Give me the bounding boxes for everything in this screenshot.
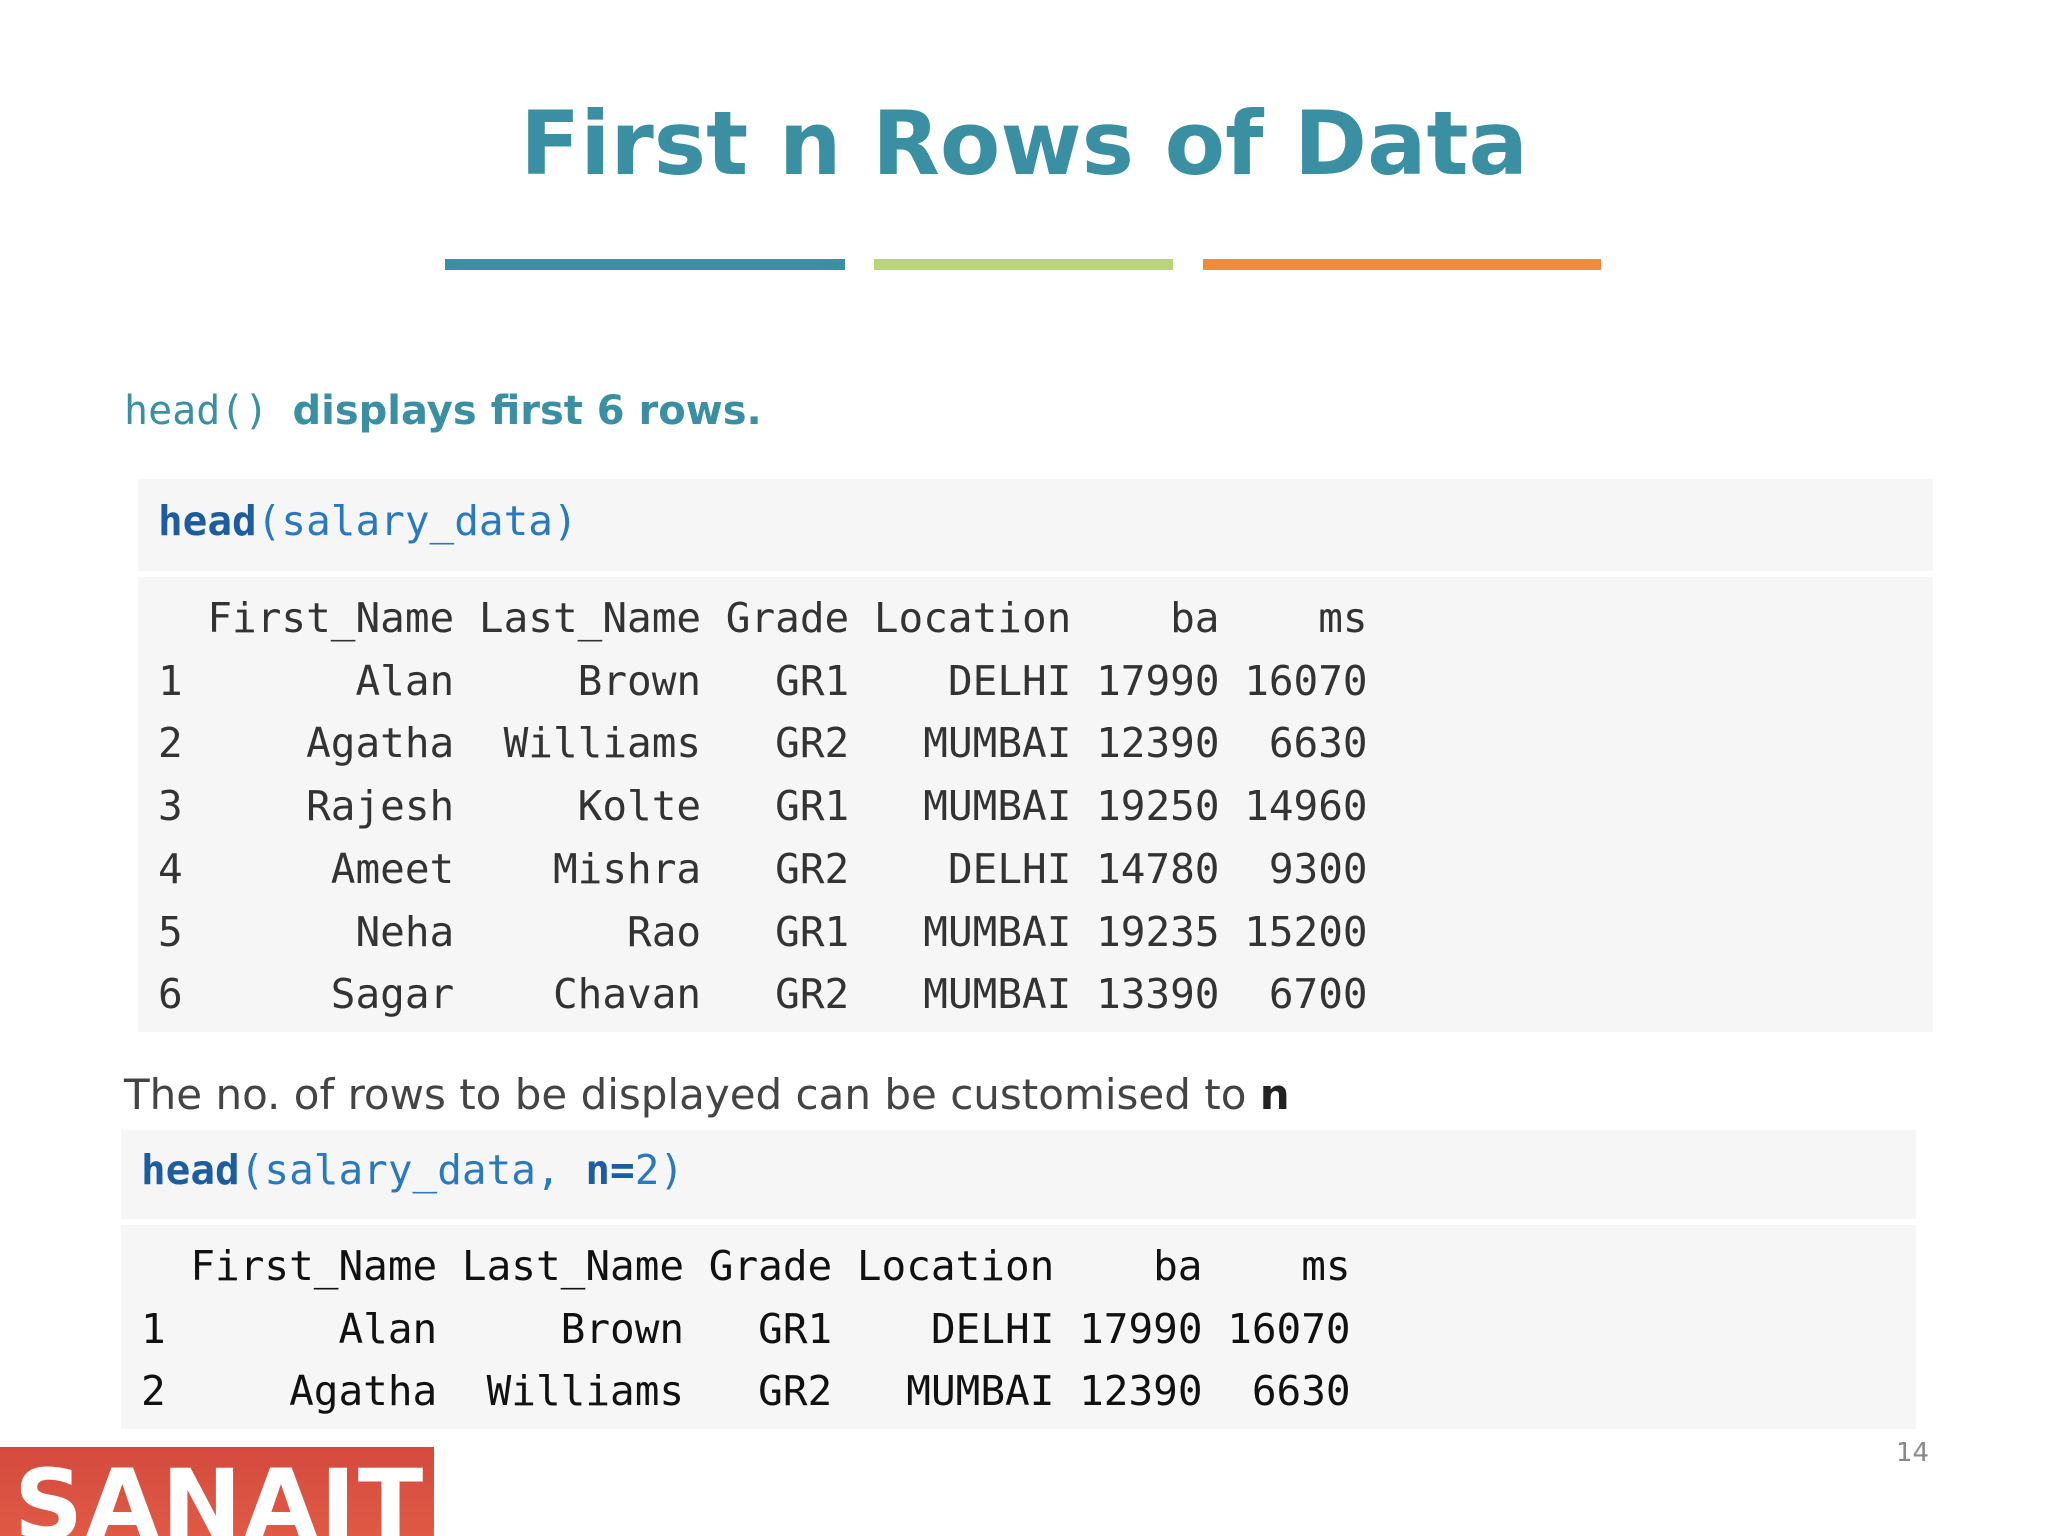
code-args: 2) <box>634 1146 685 1194</box>
intro: head() displays first 6 rows. <box>124 388 762 434</box>
divider <box>874 259 1173 270</box>
column-header: ba <box>1153 1242 1203 1290</box>
cell: DELHI <box>947 656 1072 705</box>
cell: 19250 <box>1096 782 1220 831</box>
cell: Chavan <box>552 970 702 1019</box>
row-index: 4 <box>158 844 183 893</box>
row-index: 1 <box>158 656 183 705</box>
column-header: Location <box>873 594 1072 642</box>
cell: GR2 <box>775 844 850 893</box>
cell: MUMBAI <box>906 1367 1055 1416</box>
cell: GR1 <box>758 1304 833 1353</box>
output: First_Name Last_Name Grade Location ba m… <box>141 1235 1351 1423</box>
cell: 6630 <box>1251 1367 1351 1416</box>
cell: GR1 <box>775 782 850 831</box>
cell: Agatha <box>306 719 455 768</box>
cell: 16070 <box>1227 1304 1351 1353</box>
cell: Alan <box>338 1304 438 1353</box>
cell: DELHI <box>930 1304 1055 1353</box>
cell: Brown <box>577 656 702 705</box>
cell: Agatha <box>289 1367 438 1416</box>
column-header: Grade <box>725 594 850 642</box>
cell: 14780 <box>1096 844 1220 893</box>
cell: 6700 <box>1268 970 1368 1019</box>
row-index: 2 <box>141 1367 166 1416</box>
cell: Williams <box>503 719 702 768</box>
cell: GR2 <box>758 1367 833 1416</box>
code: head(salary_data) <box>158 497 578 545</box>
column-header: First_Name <box>190 1242 438 1290</box>
code-block: head(salary_data) <box>138 479 1933 571</box>
cell: Ameet <box>330 844 455 893</box>
row-index: 1 <box>141 1304 166 1353</box>
cell: GR2 <box>775 719 850 768</box>
cell: Neha <box>355 907 455 956</box>
cell: 19235 <box>1096 907 1220 956</box>
cell: 9300 <box>1268 844 1368 893</box>
row-index: 3 <box>158 782 183 831</box>
note-text: The no. of rows to be displayed can be c… <box>124 1070 1247 1119</box>
divider <box>1203 259 1601 270</box>
code-args: (salary_data, <box>239 1146 586 1194</box>
cell: GR1 <box>775 656 850 705</box>
row-index: 2 <box>158 719 183 768</box>
code-param: n= <box>585 1146 635 1194</box>
code-fn: head <box>158 497 257 545</box>
code: head(salary_data, n=2) <box>141 1146 684 1194</box>
cell: 15200 <box>1244 907 1368 956</box>
column-header: First_Name <box>207 594 455 642</box>
cell: Brown <box>560 1304 685 1353</box>
note: The no. of rows to be displayed can be c… <box>124 1070 1290 1119</box>
cell: 17990 <box>1096 656 1220 705</box>
column-header: Last_Name <box>478 594 702 642</box>
output: First_Name Last_Name Grade Location ba m… <box>158 587 1368 1026</box>
divider <box>445 259 845 270</box>
cell: 12390 <box>1096 719 1220 768</box>
column-header: ms <box>1301 1242 1351 1290</box>
cell: 16070 <box>1244 656 1368 705</box>
page-number: 14 <box>1896 1438 1930 1468</box>
cell: 17990 <box>1079 1304 1203 1353</box>
title: First n Rows of Data <box>520 92 1528 195</box>
cell: MUMBAI <box>923 782 1072 831</box>
intro-code: head() <box>124 388 269 434</box>
cell: Alan <box>355 656 455 705</box>
cell: MUMBAI <box>923 970 1072 1019</box>
cell: Williams <box>486 1367 685 1416</box>
cell: 6630 <box>1268 719 1368 768</box>
cell: MUMBAI <box>923 719 1072 768</box>
output-block: First_Name Last_Name Grade Location ba m… <box>121 1225 1916 1429</box>
cell: DELHI <box>947 844 1072 893</box>
cell: Rao <box>627 907 702 956</box>
logo-text: SANAITICS <box>14 1449 434 1536</box>
code-fn: head <box>141 1146 240 1194</box>
row-index: 6 <box>158 970 183 1019</box>
column-header: ba <box>1170 594 1220 642</box>
logo: SANAITICS <box>0 1447 434 1536</box>
cell: 13390 <box>1096 970 1220 1019</box>
intro-text: displays first 6 rows. <box>292 388 762 434</box>
cell: 12390 <box>1079 1367 1203 1416</box>
row-index: 5 <box>158 907 183 956</box>
note-emphasis: n <box>1259 1070 1290 1119</box>
cell: Mishra <box>552 844 702 893</box>
cell: MUMBAI <box>923 907 1072 956</box>
cell: GR1 <box>775 907 850 956</box>
cell: GR2 <box>775 970 850 1019</box>
cell: Kolte <box>577 782 702 831</box>
output-block: First_Name Last_Name Grade Location ba m… <box>138 577 1933 1032</box>
cell: Sagar <box>330 970 455 1019</box>
cell: Rajesh <box>306 782 455 831</box>
column-header: Last_Name <box>461 1242 685 1290</box>
cell: 14960 <box>1244 782 1368 831</box>
code-block: head(salary_data, n=2) <box>121 1130 1916 1219</box>
column-header: Grade <box>708 1242 833 1290</box>
column-header: Location <box>856 1242 1055 1290</box>
code-args: (salary_data) <box>256 497 578 545</box>
column-header: ms <box>1318 594 1368 642</box>
